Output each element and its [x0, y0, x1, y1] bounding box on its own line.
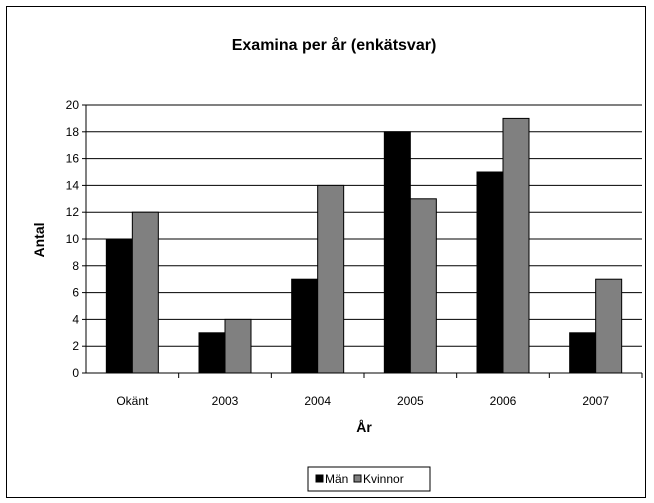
bar-kvinnor-2004 [317, 184, 345, 374]
y-tick-label: 10 [66, 232, 80, 246]
y-tick-label: 20 [66, 98, 80, 112]
x-tick-label: 2006 [490, 394, 517, 408]
y-axis-label: Antal [31, 223, 47, 258]
legend-swatch [353, 474, 362, 483]
legend-swatch [315, 474, 324, 483]
legend-box [307, 466, 431, 492]
bar-kvinnor-2005 [409, 198, 437, 374]
x-tick-label: 2005 [397, 394, 424, 408]
x-tick-label: Okänt [116, 394, 149, 408]
y-tick-label: 18 [66, 125, 80, 139]
bar-m-n-2007 [569, 332, 597, 374]
legend-label: Män [325, 472, 348, 486]
legend-label: Kvinnor [363, 472, 404, 486]
bar-kvinnor-2007 [595, 278, 623, 374]
x-tick-label: 2004 [304, 394, 331, 408]
chart-title: Examina per år (enkätsvar) [232, 36, 437, 54]
y-tick-label: 0 [72, 366, 79, 380]
y-tick-label: 4 [72, 312, 79, 326]
bar-m-n-2006 [476, 171, 504, 374]
y-tick-label: 12 [66, 205, 80, 219]
y-tick-label: 16 [66, 152, 80, 166]
x-tick-label: 2003 [212, 394, 239, 408]
bar-kvinnor-2006 [502, 117, 530, 374]
x-tick-label: 2007 [582, 394, 609, 408]
y-tick-label: 8 [72, 259, 79, 273]
x-axis-label: År [356, 419, 372, 435]
bar-m-n-2005 [383, 131, 411, 374]
bar-kvinnor-2003 [224, 318, 252, 374]
y-tick-label: 14 [66, 178, 80, 192]
bar-m-n-ok-nt [105, 238, 133, 374]
y-tick-label: 2 [72, 339, 79, 353]
legend: Män Kvinnor [307, 466, 431, 492]
bar-m-n-2003 [198, 332, 226, 374]
y-tick-label: 6 [72, 286, 79, 300]
bar-kvinnor-ok-nt [131, 211, 159, 374]
bar-m-n-2004 [291, 278, 319, 374]
